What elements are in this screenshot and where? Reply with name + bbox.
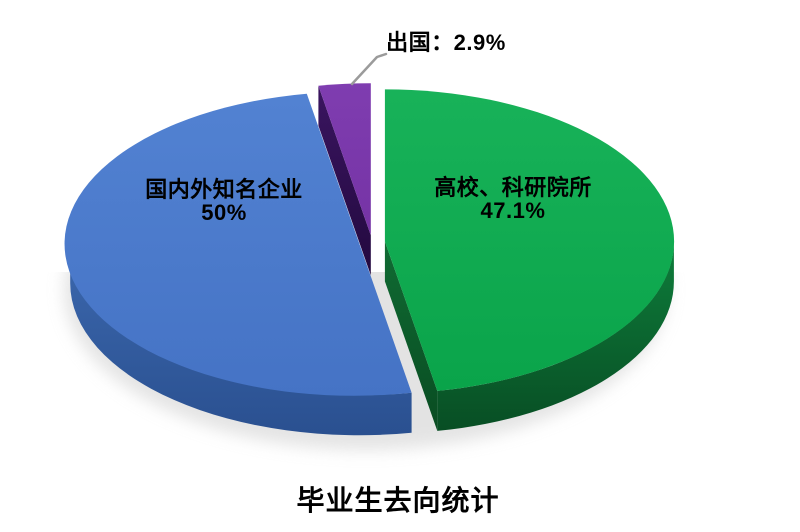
slice-label-enterprises-value: 50%	[201, 200, 247, 225]
chart-title: 毕业生去向统计	[296, 485, 500, 516]
pie-slice-0-top	[384, 89, 675, 391]
pie-slice-0-cut-face-end	[384, 241, 438, 431]
pie-slice-1-side	[70, 243, 412, 436]
callout-label-abroad: 出国：2.9%	[386, 30, 506, 55]
slice-label-universities-value: 47.1%	[480, 198, 546, 223]
callout-leader-line	[350, 52, 388, 86]
slice-label-enterprises-text: 国内外知名企业	[145, 177, 303, 202]
pie-slice-2-cut-face-start	[318, 85, 371, 276]
slice-label-universities-text: 高校、科研院所	[434, 175, 592, 200]
slice-label-universities: 高校、科研院所 47.1%	[434, 176, 592, 222]
slice-label-enterprises: 国内外知名企业 50%	[145, 178, 303, 224]
pie-slice-2-top	[318, 83, 371, 236]
pie-slices-group	[64, 83, 675, 436]
pie-slice-0-side	[437, 241, 674, 431]
pie-slice-1-top	[64, 93, 412, 396]
